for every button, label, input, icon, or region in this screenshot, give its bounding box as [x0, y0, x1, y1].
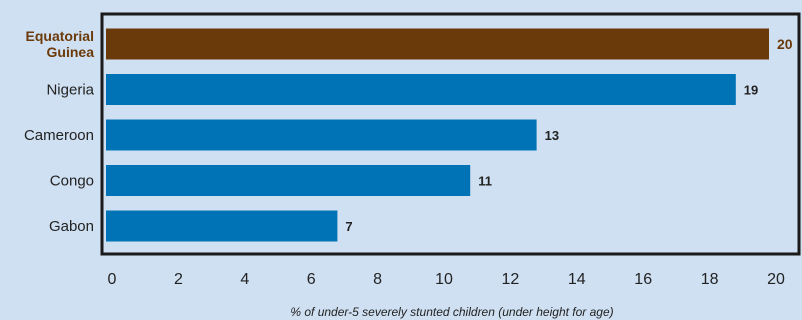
bars-group — [106, 28, 769, 242]
x-tick-label: 14 — [568, 271, 586, 288]
x-tick-label: 2 — [174, 271, 183, 288]
x-tick-label: 0 — [108, 271, 117, 288]
x-tick-label: 10 — [435, 271, 453, 288]
x-tick-label: 20 — [767, 271, 785, 288]
x-tick-label: 18 — [701, 271, 719, 288]
bar-value-label: 11 — [478, 174, 492, 189]
category-labels: Equatorial Guinea Nigeria Cameroon Congo Gabo… — [24, 28, 95, 235]
bar-value-label: 13 — [545, 128, 559, 143]
value-labels: 20 19 13 11 7 — [345, 36, 792, 234]
bar-value-label: 20 — [777, 36, 793, 52]
bar — [106, 210, 338, 242]
plot-frame — [100, 12, 801, 256]
bar — [106, 28, 769, 60]
x-axis-label: % of under-5 severely stunted children (… — [290, 305, 613, 319]
x-tick-label: 16 — [634, 271, 652, 288]
bar-value-label: 19 — [744, 83, 758, 98]
x-tick-labels: 0 2 4 6 8 10 12 14 16 18 20 — [108, 271, 785, 288]
category-label: Equatorial Guinea — [26, 28, 95, 60]
bar — [106, 165, 471, 196]
x-tick-label: 8 — [373, 271, 382, 288]
bar-value-label: 7 — [345, 219, 352, 234]
bar — [106, 119, 537, 151]
category-label: Congo — [50, 173, 94, 190]
category-label: Cameroon — [24, 127, 94, 144]
bar — [106, 74, 736, 105]
x-tick-label: 6 — [307, 271, 316, 288]
category-label: Nigeria — [46, 82, 94, 99]
category-label: Gabon — [49, 218, 94, 235]
x-tick-label: 12 — [502, 271, 520, 288]
x-tick-label: 4 — [240, 271, 249, 288]
